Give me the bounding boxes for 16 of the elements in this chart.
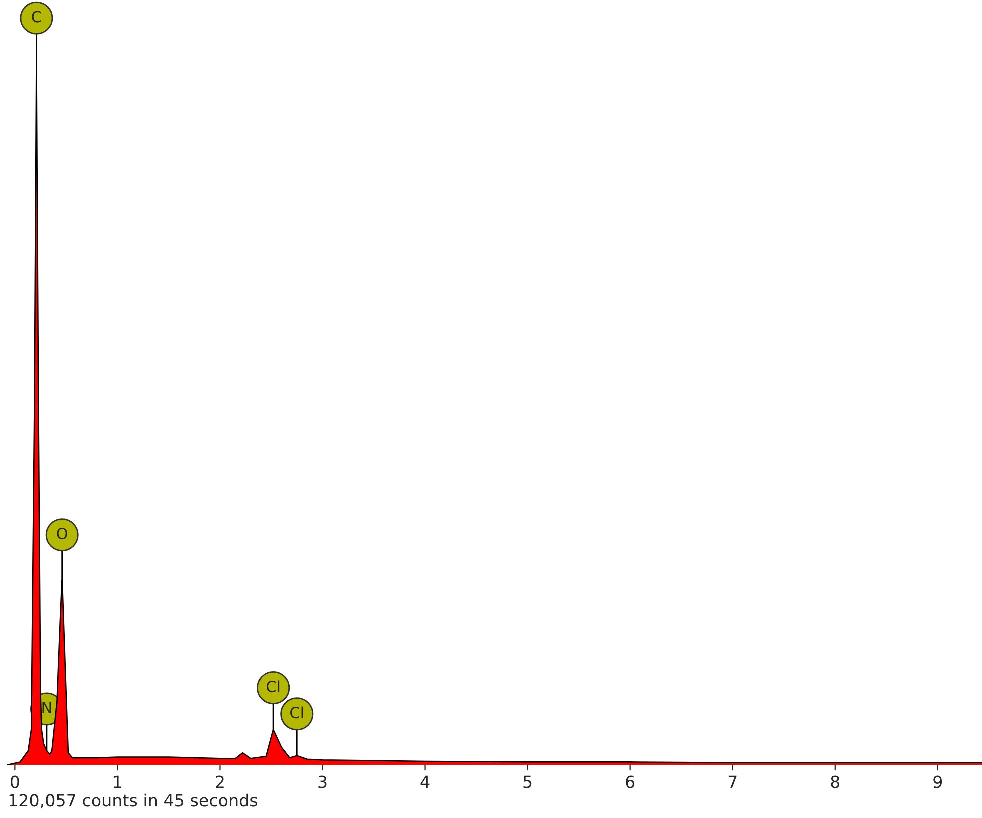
annotation: C (32, 11, 42, 23)
x-tick-label: 3 (318, 776, 327, 788)
x-tick-label: 5 (524, 776, 532, 788)
x-tick-label: 2 (216, 776, 224, 788)
annotation: Cl (290, 706, 304, 719)
x-tick-label: 6 (626, 776, 635, 788)
x-tick-label: 0 (10, 776, 20, 788)
x-tick-label: 8 (831, 776, 840, 788)
x-tick-label: 9 (934, 776, 942, 788)
annotation: O (57, 528, 68, 540)
annotation: Cl (266, 680, 280, 693)
x-tick-label: 1 (114, 776, 122, 788)
text: 120,057 counts in 45 seconds (10, 794, 258, 808)
x-tick-label: 7 (728, 776, 737, 788)
x-tick-label: 4 (420, 776, 430, 788)
annotation: N (42, 702, 52, 714)
